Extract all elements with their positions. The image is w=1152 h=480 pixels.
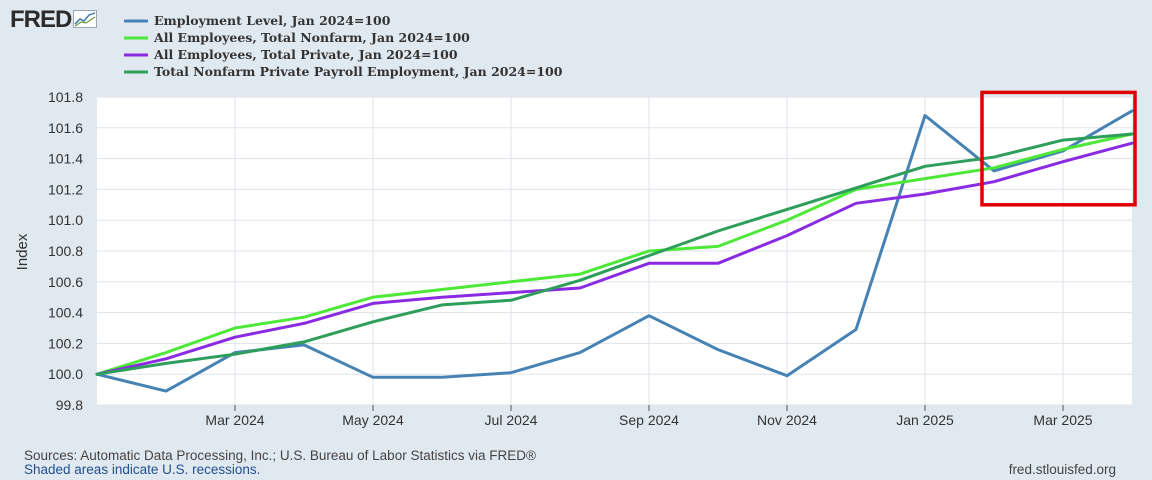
grid: [97, 96, 1132, 406]
y-tick-label: 101.6: [48, 120, 83, 136]
legend-label: Total Nonfarm Private Payroll Employment…: [154, 64, 563, 79]
y-tick-label: 101.4: [48, 151, 83, 167]
fred-logo[interactable]: FRED: [10, 6, 98, 34]
series-lines: [95, 109, 1134, 393]
y-tick-label: 100.0: [48, 366, 83, 382]
fred-chart-icon: [73, 10, 98, 28]
chart: Employment Level, Jan 2024=100 All Employ…: [14, 13, 1137, 428]
x-tick-label: Mar 2025: [1033, 412, 1092, 428]
x-tick-label: Mar 2024: [205, 412, 264, 428]
y-tick-label: 100.2: [48, 335, 83, 351]
y-axis-title: Index: [14, 233, 31, 270]
x-tick-label: Jul 2024: [485, 412, 538, 428]
series-line-3: [95, 141, 1134, 376]
annotation: [980, 90, 1137, 207]
x-tick-label: May 2024: [342, 412, 404, 428]
y-tick-label: 99.8: [56, 397, 83, 413]
x-tick-label: Nov 2024: [757, 412, 817, 428]
legend-label: All Employees, Total Nonfarm, Jan 2024=1…: [153, 30, 470, 45]
y-tick-label: 101.2: [48, 181, 83, 197]
highlight-box: [980, 90, 1137, 207]
y-tick-label: 100.4: [48, 305, 83, 321]
y-axis: 99.8 100.0 100.2 100.4 100.6 100.8 101.0 101.2 1…: [48, 89, 83, 413]
x-tick-label: Sep 2024: [619, 412, 679, 428]
y-tick-label: 101.0: [48, 212, 83, 228]
fred-logo-text: FRED: [10, 6, 72, 33]
y-tick-label: 100.8: [48, 243, 83, 259]
fred-url-link[interactable]: fred.stlouisfed.org: [1008, 462, 1116, 477]
y-tick-label: 100.6: [48, 274, 83, 290]
y-tick-label: 101.8: [48, 89, 83, 105]
recession-note-link[interactable]: Shaded areas indicate U.S. recessions.: [24, 462, 261, 477]
legend-label: Employment Level, Jan 2024=100: [154, 13, 391, 28]
x-tick-label: Jan 2025: [896, 412, 954, 428]
series-line-2: [95, 132, 1134, 376]
series-line-4: [95, 132, 1134, 376]
legend: Employment Level, Jan 2024=100 All Employ…: [124, 13, 563, 79]
legend-label: All Employees, Total Private, Jan 2024=1…: [153, 47, 458, 62]
sources-note: Sources: Automatic Data Processing, Inc.…: [24, 448, 536, 463]
x-axis: Mar 2024 May 2024 Jul 2024 Sep 2024 Nov 2024…: [205, 405, 1093, 428]
